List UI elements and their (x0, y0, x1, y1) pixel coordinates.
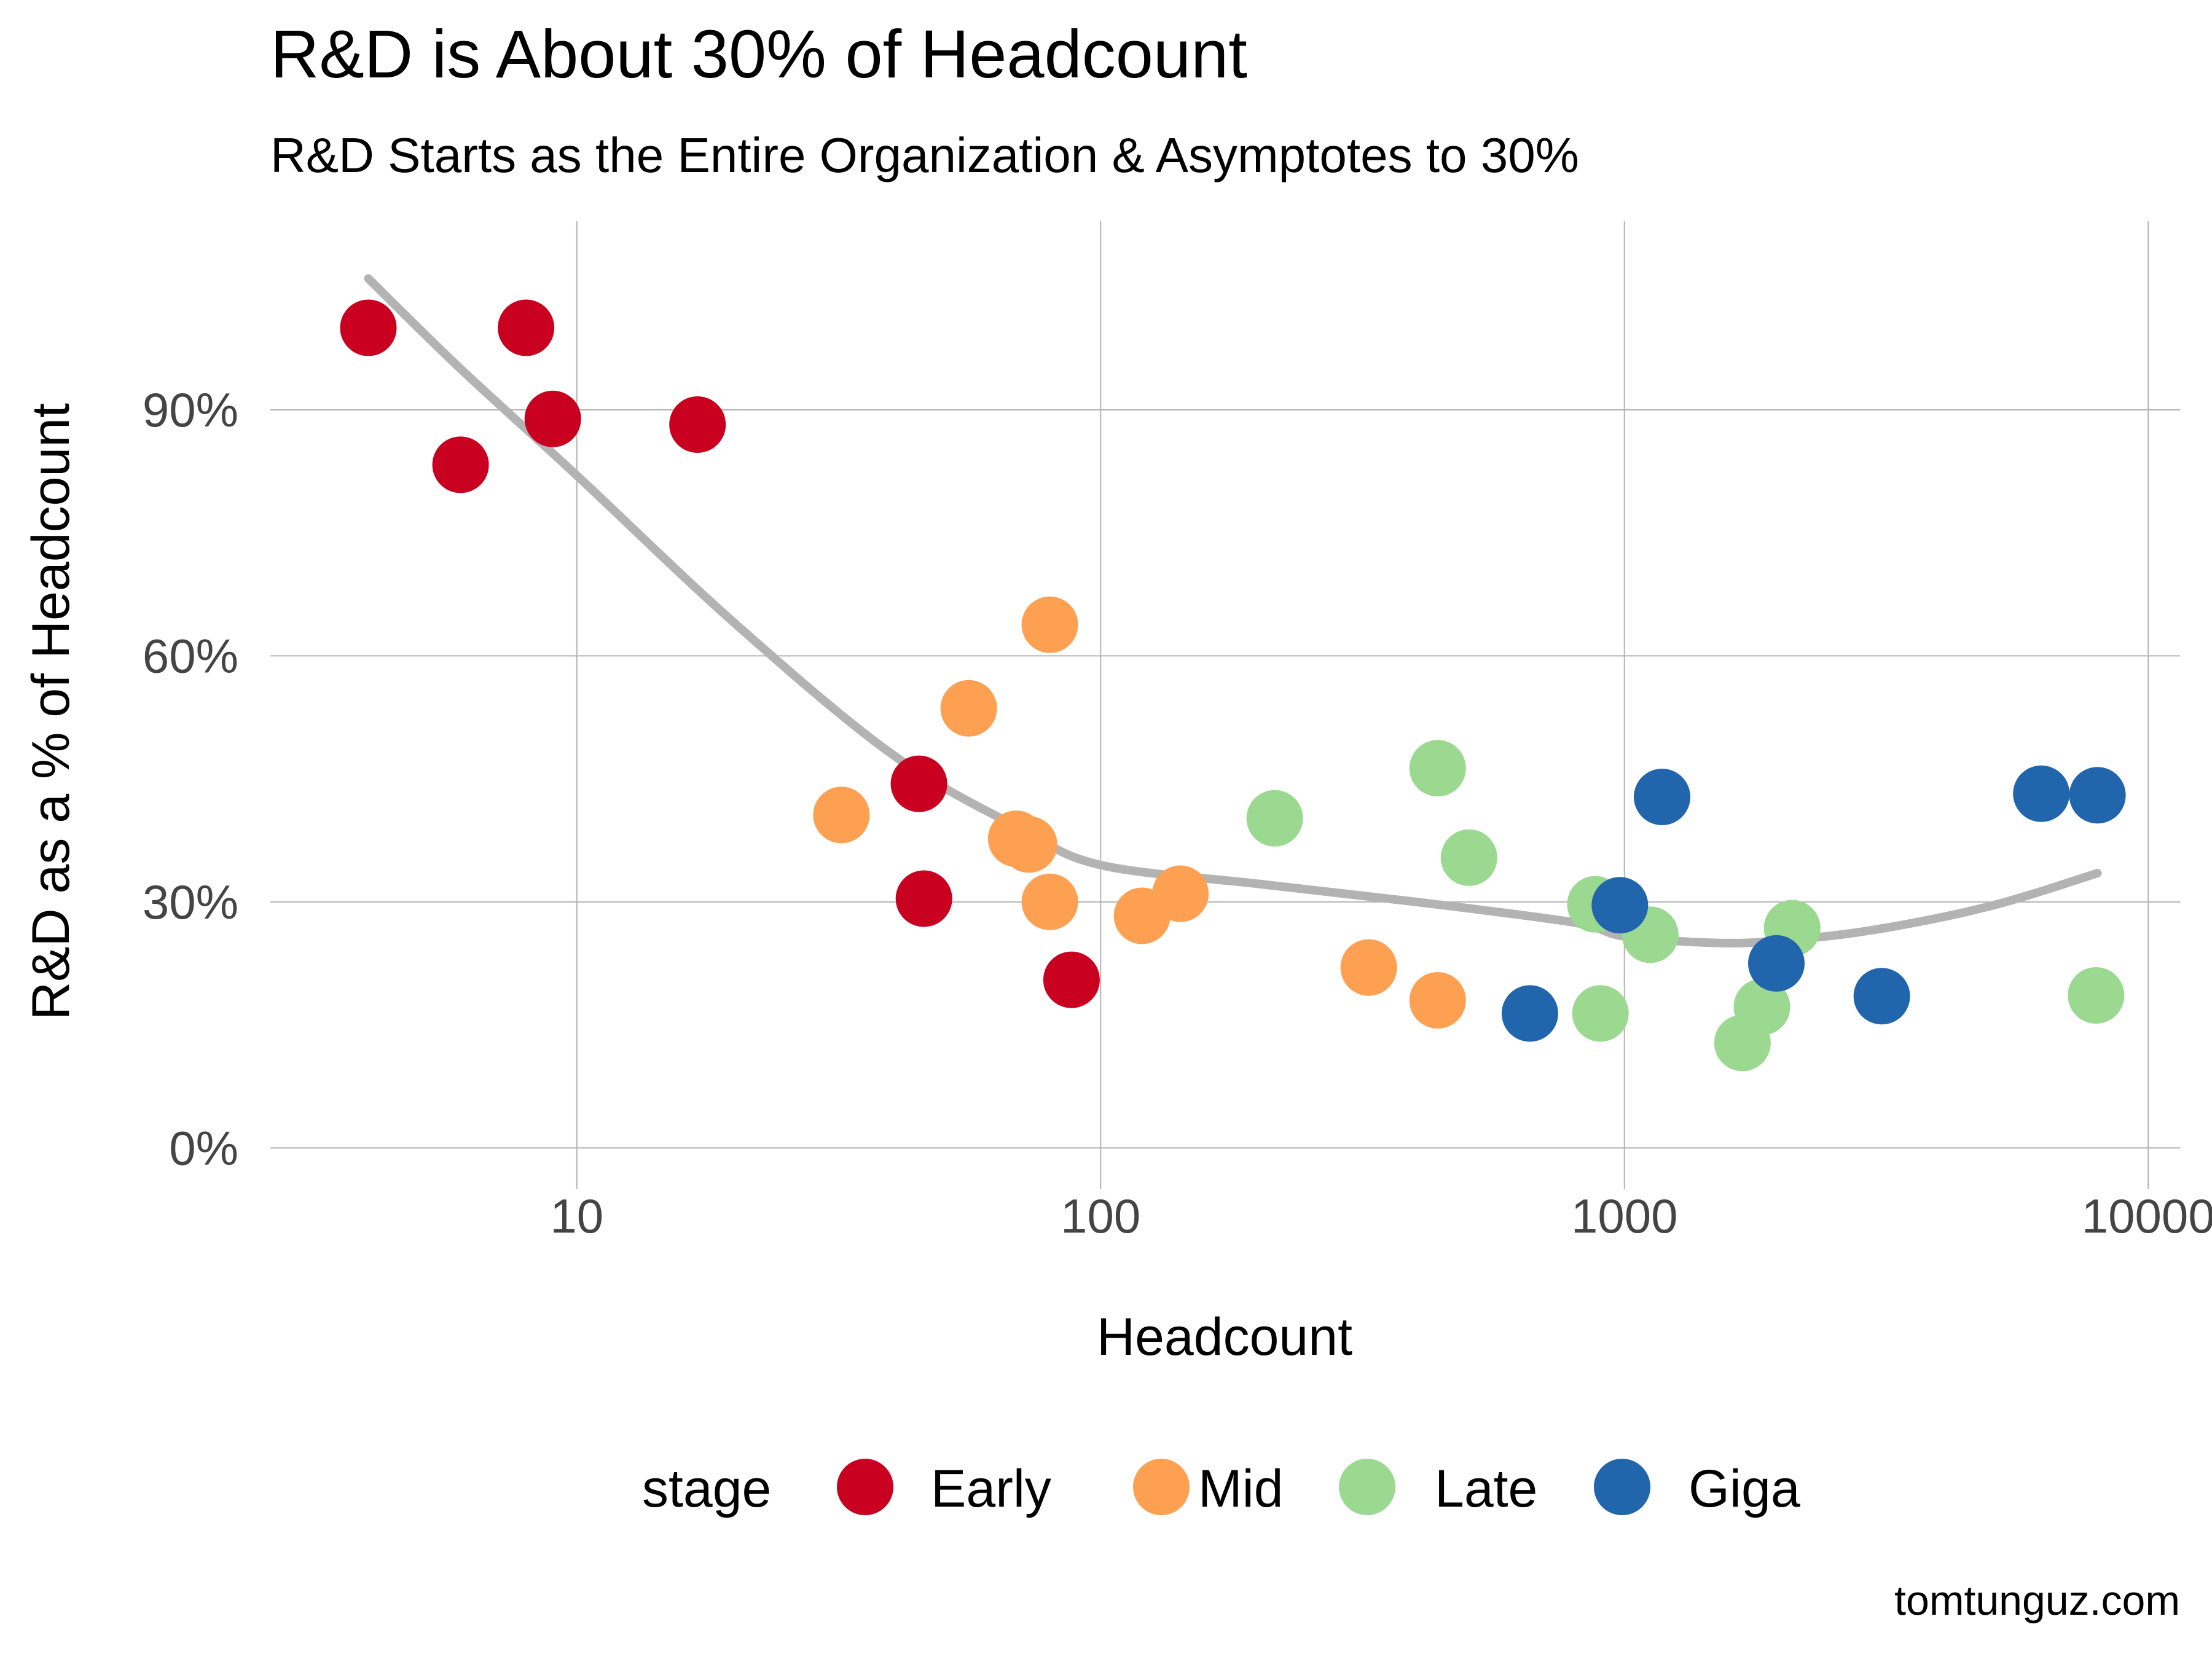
y-axis-label: R&D as a % of Headcount (22, 403, 80, 1020)
data-point (1043, 951, 1100, 1008)
x-axis-ticks: 10 100 1000 10000 (550, 1189, 2212, 1243)
data-point (1748, 935, 1805, 992)
chart-title: R&D is About 30% of Headcount (270, 17, 1247, 92)
legend-label: Giga (1688, 1459, 1800, 1518)
data-point (669, 396, 726, 453)
legend-label: Mid (1198, 1459, 1284, 1518)
data-point (1733, 978, 1790, 1035)
legend-label: Early (931, 1459, 1051, 1518)
data-point (1409, 740, 1466, 797)
x-tick-label: 10 (550, 1189, 603, 1243)
data-point (890, 755, 947, 812)
x-tick-label: 10000 (2082, 1189, 2212, 1243)
legend-key (1133, 1459, 1190, 1515)
data-point (1152, 865, 1209, 922)
data-point (432, 436, 489, 493)
series-mid (813, 596, 1466, 1029)
data-point (1572, 985, 1629, 1042)
data-point (1634, 769, 1690, 825)
data-point (1000, 816, 1057, 873)
data-point (1340, 939, 1397, 996)
y-tick-label: 0% (169, 1121, 238, 1175)
data-point (1591, 877, 1649, 934)
data-point (2069, 767, 2126, 824)
data-point (2013, 765, 2070, 822)
data-point (1246, 790, 1303, 847)
data-point (1440, 829, 1497, 886)
data-point (1021, 873, 1078, 930)
y-axis-ticks: 0% 30% 60% 90% (143, 383, 238, 1175)
legend-entry-giga: Giga (1594, 1459, 1800, 1518)
trend-layer (364, 274, 2102, 947)
series-giga (1501, 765, 2126, 1042)
data-point (1501, 985, 1558, 1042)
caption: tomtunguz.com (1894, 1577, 2180, 1624)
y-tick-label: 90% (143, 383, 238, 437)
data-point (2068, 967, 2125, 1024)
legend-key (1594, 1459, 1650, 1515)
data-point (524, 390, 581, 447)
legend-key (1339, 1459, 1395, 1515)
x-axis-label: Headcount (1097, 1308, 1352, 1367)
data-point (340, 299, 397, 356)
chart-subtitle: R&D Starts as the Entire Organization & … (270, 128, 1579, 182)
data-point (1409, 972, 1466, 1029)
legend-label: Late (1435, 1459, 1537, 1518)
grid (270, 221, 2180, 1189)
series-early (340, 299, 1100, 1008)
data-points (340, 299, 2126, 1072)
legend-key (837, 1459, 893, 1515)
data-point (813, 786, 870, 844)
trend-line (364, 274, 2102, 947)
data-point (1021, 596, 1078, 653)
data-point (498, 299, 555, 356)
y-tick-label: 30% (143, 875, 238, 929)
x-tick-label: 100 (1061, 1189, 1140, 1243)
legend-entry-mid: Mid (1133, 1459, 1284, 1518)
x-tick-label: 1000 (1571, 1189, 1678, 1243)
legend-entry-late: Late (1339, 1459, 1537, 1518)
data-point (1853, 968, 1910, 1025)
y-tick-label: 60% (143, 629, 238, 683)
legend: stage Early Mid Late Giga (642, 1459, 1800, 1518)
legend-entry-early: Early (837, 1459, 1051, 1518)
data-point (895, 870, 952, 927)
legend-title: stage (642, 1459, 771, 1518)
data-point (940, 680, 997, 737)
